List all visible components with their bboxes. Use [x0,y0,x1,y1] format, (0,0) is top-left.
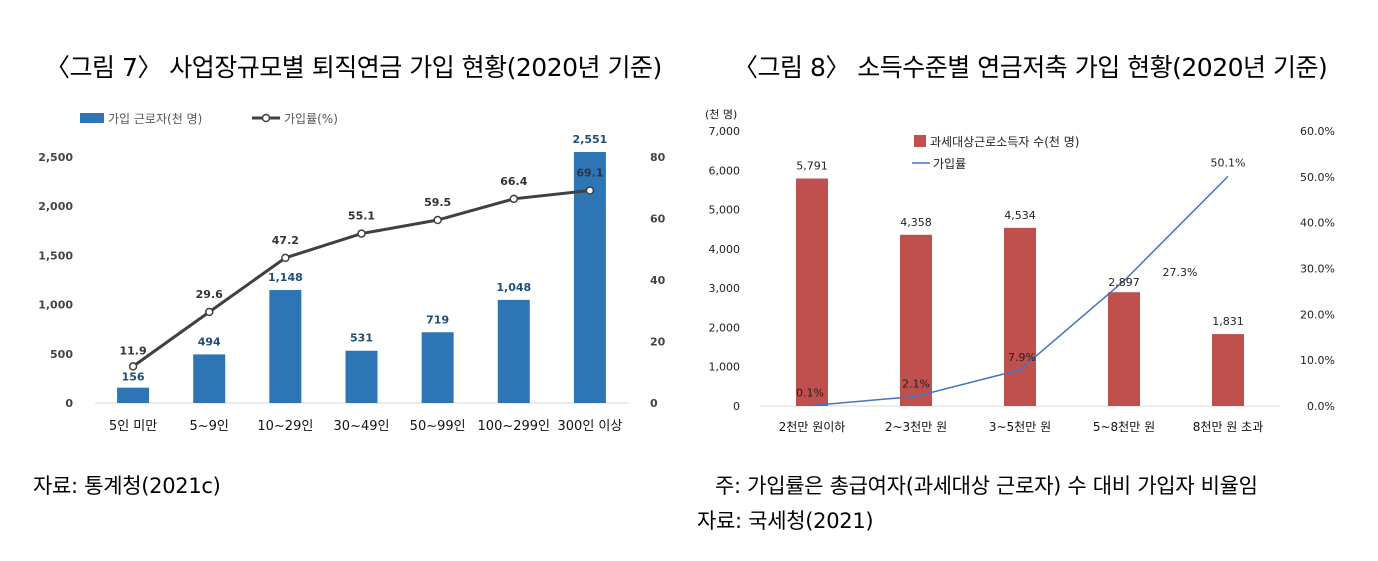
figure-8-source: 자료: 국세청(2021) [697,509,874,533]
y-left-tick-label: 0 [733,400,740,413]
y-right-tick-label: 20.0% [1300,308,1335,321]
rate-point [585,186,595,195]
y-right-tick-label: 10.0% [1300,354,1335,367]
y-left-tick-label: 0 [65,397,73,410]
bar [1004,227,1036,406]
legend-line-label: 가입률(%) [284,112,338,126]
y-right-tick-label: 40 [650,274,666,287]
legend-bar-swatch [80,113,104,123]
x-tick-label: 5~8천만 원 [1093,419,1155,434]
bar-data-label: 531 [350,332,373,345]
y-right-tick-label: 0 [650,397,658,410]
y-right-tick-label: 0.0% [1307,400,1335,413]
rate-data-label: 69.1 [576,167,603,180]
x-tick-label: 2천만 원이하 [779,419,846,434]
rate-data-label: 27.3% [1163,266,1198,279]
y-right-tick-label: 80 [650,151,666,164]
bar-data-label: 2,551 [573,133,608,146]
bar [900,234,932,406]
rate-point [128,362,138,371]
x-tick-label: 2~3천만 원 [885,419,947,434]
bar [269,290,302,403]
bar-data-label: 4,534 [1004,209,1036,222]
rate-data-label: 66.4 [500,175,527,188]
rate-data-label: 29.6 [196,288,223,301]
y-right-tick-label: 40.0% [1300,217,1335,230]
legend-bar-label: 가입 근로자(천 명) [108,111,202,126]
rate-data-label: 55.1 [348,210,375,223]
x-tick-label: 300인 이상 [558,419,623,434]
x-tick-label: 3~5천만 원 [989,419,1051,434]
y-right-tick-label: 60.0% [1300,125,1335,138]
bar-data-label: 719 [426,313,449,326]
bar-data-label: 1,048 [496,281,531,294]
bar [193,354,226,403]
rate-point [204,307,214,317]
rate-data-label: 47.2 [272,234,299,247]
y-right-tick-label: 50.0% [1300,171,1335,184]
rate-line [811,175,1229,407]
figure-8-title: 〈그림 8〉 소득수준별 연금저축 가입 현황(2020년 기준) [733,53,1328,82]
bar [117,387,150,403]
rate-data-label: 11.9 [120,344,147,357]
y-left-tick-label: 4,000 [709,243,741,256]
y-left-tick-label: 6,000 [709,164,741,177]
bar [345,350,378,403]
legend-line-marker [261,113,271,123]
y-left-tick-label: 7,000 [709,125,741,138]
legend-bar-label: 과세대상근로소득자 수(천 명) [930,134,1079,149]
figure-7-title: 〈그림 7〉 사업장규모별 퇴직연금 가입 현황(2020년 기준) [45,53,662,82]
bar-data-label: 494 [198,335,221,348]
rate-data-label: 0.1% [796,387,824,400]
y-right-tick-label: 30.0% [1300,263,1335,276]
y-left-tick-label: 2,000 [38,200,73,213]
bar [1212,334,1244,406]
bar [1108,292,1140,406]
bar-data-label: 2,897 [1108,276,1140,289]
rate-point [433,215,442,225]
rate-point [357,229,366,238]
x-tick-label: 100~299인 [478,419,550,434]
bar-data-label: 1,148 [268,271,303,284]
bar [421,332,454,403]
bar-data-label: 5,791 [796,159,828,172]
y-left-tick-label: 1,500 [38,249,73,262]
rate-data-label: 2.1% [902,377,930,390]
y-left-tick-label: 5,000 [709,204,741,217]
x-tick-label: 5인 미만 [109,419,157,434]
rate-point [281,253,290,263]
y-left-tick-label: 1,000 [38,299,73,312]
y-left-tick-label: 1,000 [709,361,741,374]
bar [796,178,828,406]
y-left-tick-label: 2,000 [709,321,741,334]
chart-7-legend: 가입 근로자(천 명) 가입률(%) [80,111,338,126]
y-left-tick-label: 2,500 [38,151,73,164]
bar-data-label: 156 [122,371,145,384]
y-right-tick-label: 20 [650,336,666,349]
figure-7-source: 자료: 통계청(2021c) [33,474,221,498]
legend-bar-swatch [914,135,926,147]
bar-data-label: 1,831 [1212,315,1244,328]
x-tick-label: 5~9인 [190,419,229,434]
chart-8-legend: 과세대상근로소득자 수(천 명) 가입률 [912,134,1079,171]
rate-data-label: 7.9% [1008,351,1036,364]
y-right-tick-label: 60 [650,213,666,226]
legend-line-label: 가입률 [933,157,966,171]
bar-data-label: 4,358 [900,216,932,229]
x-tick-label: 10~29인 [257,419,313,434]
x-tick-label: 50~99인 [410,419,466,434]
y-axis-unit-label: (천 명) [705,107,737,121]
rate-point [509,194,519,204]
bar [497,299,530,403]
y-left-tick-label: 500 [50,348,73,361]
y-left-tick-label: 3,000 [709,282,741,295]
rate-data-label: 50.1% [1211,156,1246,169]
rate-data-label: 59.5 [424,196,451,209]
x-tick-label: 30~49인 [334,419,390,434]
figure-8-note: 주: 가입률은 총급여자(과세대상 근로자) 수 대비 가입자 비율임 [715,474,1258,498]
x-tick-label: 8천만 원 초과 [1193,419,1263,434]
